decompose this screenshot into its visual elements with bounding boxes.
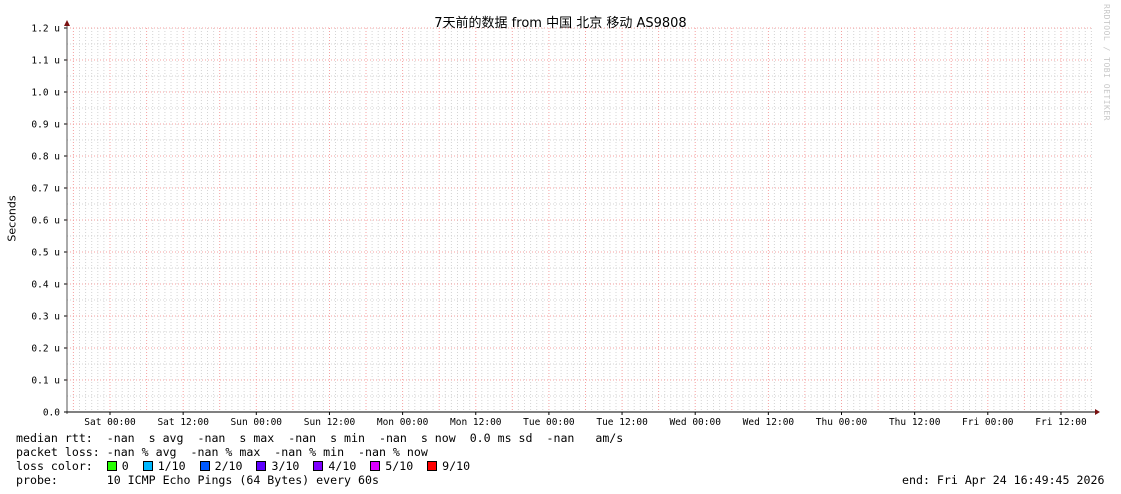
- x-tick-label: Thu 00:00: [816, 417, 868, 428]
- x-tick-label: Fri 12:00: [1035, 417, 1087, 428]
- x-tick-label: Tue 00:00: [523, 417, 575, 428]
- loss-color-legend: loss color: 0 1/10 2/10 3/10 4/10 5/10 9…: [16, 459, 484, 473]
- y-tick-label: 0.8 u: [31, 152, 60, 163]
- y-tick-label: 0.9 u: [31, 120, 60, 131]
- x-tick-label: Mon 00:00: [377, 417, 429, 428]
- x-tick-label: Mon 12:00: [450, 417, 502, 428]
- y-tick-label: 0.7 u: [31, 184, 60, 195]
- loss-color-label: loss color:: [16, 459, 107, 473]
- x-tick-label: Sat 12:00: [157, 417, 209, 428]
- loss-color-swatch: [313, 461, 324, 471]
- x-tick-label: Fri 00:00: [962, 417, 1014, 428]
- x-tick-label: Sun 12:00: [304, 417, 356, 428]
- y-axis-arrow-icon: [64, 20, 70, 26]
- loss-color-label: 5/10: [385, 459, 428, 473]
- loss-color-label: 2/10: [214, 459, 257, 473]
- loss-color-label: 0: [121, 459, 143, 473]
- y-tick-label: 0.0: [43, 408, 60, 419]
- x-tick-label: Tue 12:00: [596, 417, 648, 428]
- loss-color-swatch: [199, 461, 210, 471]
- y-tick-label: 1.1 u: [31, 56, 60, 67]
- median-rtt-legend: median rtt: -nan s avg -nan s max -nan s…: [16, 431, 624, 445]
- y-axis-label: Seconds: [5, 195, 19, 242]
- loss-color-label: 3/10: [271, 459, 314, 473]
- loss-color-label: 4/10: [328, 459, 371, 473]
- loss-color-swatch: [370, 461, 381, 471]
- loss-color-swatch: [256, 461, 267, 471]
- loss-color-swatch: [427, 461, 438, 471]
- probe-legend: probe: 10 ICMP Echo Pings (64 Bytes) eve…: [16, 473, 379, 487]
- y-tick-label: 0.5 u: [31, 248, 60, 259]
- chart-title: 7天前的数据 from 中国 北京 移动 AS9808: [434, 16, 687, 31]
- y-tick-label: 0.1 u: [31, 376, 60, 387]
- loss-color-swatch: [106, 461, 117, 471]
- end-time: end: Fri Apr 24 16:49:45 2026: [902, 473, 1105, 487]
- x-tick-label: Sun 00:00: [231, 417, 283, 428]
- y-tick-label: 1.0 u: [31, 88, 60, 99]
- x-tick-label: Wed 12:00: [743, 417, 795, 428]
- y-tick-label: 0.2 u: [31, 344, 60, 355]
- x-axis-arrow-icon: [1095, 409, 1100, 415]
- y-tick-label: 0.6 u: [31, 216, 60, 227]
- y-tick-label: 0.4 u: [31, 280, 60, 291]
- x-tick-label: Sat 00:00: [84, 417, 136, 428]
- loss-color-label: 9/10: [442, 459, 485, 473]
- rrdtool-watermark: RRDTOOL / TOBI OETIKER: [1102, 4, 1111, 121]
- x-tick-label: Wed 00:00: [669, 417, 721, 428]
- y-tick-label: 0.3 u: [31, 312, 60, 323]
- x-tick-label: Thu 12:00: [889, 417, 941, 428]
- y-tick-label: 1.2 u: [31, 24, 60, 35]
- loss-color-label: 1/10: [157, 459, 200, 473]
- loss-color-swatch: [142, 461, 153, 471]
- packet-loss-legend: packet loss: -nan % avg -nan % max -nan …: [16, 445, 428, 459]
